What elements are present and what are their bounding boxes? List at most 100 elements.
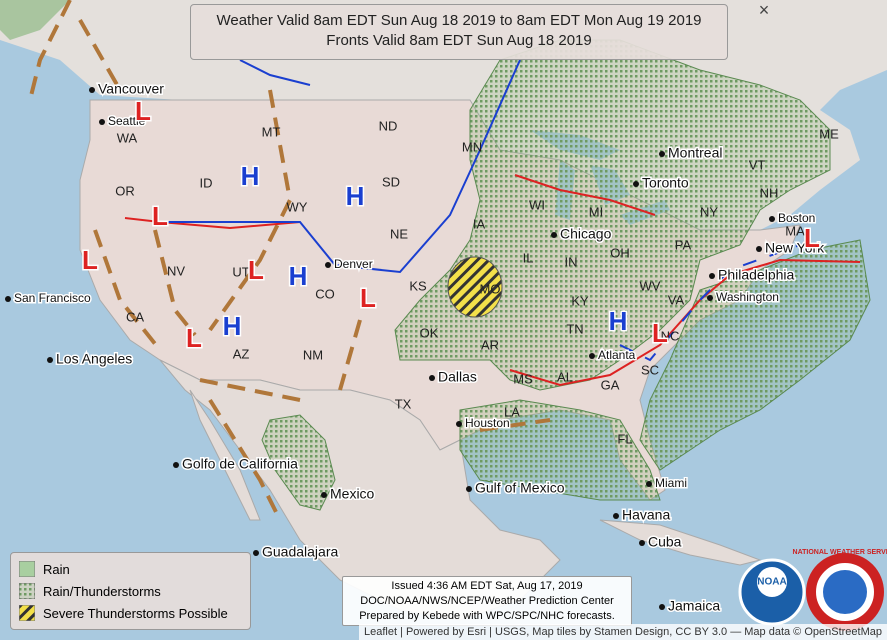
city-dot [659, 151, 665, 157]
place-label: Miami [655, 476, 687, 490]
place-label: New York [765, 240, 825, 256]
city-dot [659, 604, 665, 610]
pressure-center: L [82, 245, 98, 275]
state-label: NM [303, 347, 323, 362]
city-dot [551, 232, 557, 238]
place-label: San Francisco [14, 291, 91, 305]
attribution[interactable]: Leaflet | Powered by Esri | USGS, Map ti… [358, 624, 887, 640]
state-label: ID [200, 175, 213, 190]
pressure-center: L [248, 255, 264, 285]
title-line: Fronts Valid 8am EDT Sun Aug 18 2019 [326, 32, 592, 49]
state-label: VT [749, 157, 766, 172]
state-label: MI [589, 204, 603, 219]
place-label: Jamaica [668, 598, 720, 614]
state-label: VA [668, 292, 685, 307]
city-dot [466, 486, 472, 492]
state-label: NC [661, 328, 680, 343]
city-dot [633, 181, 639, 187]
pressure-center: H [289, 261, 308, 291]
place-label: Philadelphia [718, 267, 794, 283]
city-dot [707, 295, 713, 301]
thunderstorm-area [261, 414, 336, 511]
state-label: TX [395, 396, 412, 411]
state-label: LA [504, 404, 520, 419]
place-label: Toronto [642, 175, 689, 191]
issued-line: Prepared by Kebede with WPC/SPC/NHC fore… [359, 610, 615, 622]
issued-line: DOC/NOAA/NWS/NCEP/Weather Prediction Cen… [360, 595, 614, 607]
title-box: Weather Valid 8am EDT Sun Aug 18 2019 to… [190, 4, 728, 60]
noaa-logo-text: NOAA [757, 577, 786, 588]
close-button[interactable]: × [758, 0, 770, 20]
stationary-front-cold [619, 244, 801, 362]
state-label: AR [481, 337, 499, 352]
pressure-center: H [346, 181, 365, 211]
state-label: PA [675, 237, 692, 252]
city-dot [756, 246, 762, 252]
place-label: Atlanta [598, 348, 636, 362]
place-label: Washington [716, 290, 779, 304]
trough [28, 0, 72, 101]
pressure-center: L [804, 223, 820, 253]
state-label: ND [379, 118, 398, 133]
state-label: WY [287, 199, 308, 214]
city-dot [613, 513, 619, 519]
legend-item: Severe Thunderstorms Possible [19, 602, 242, 624]
city-dot [99, 119, 105, 125]
trough [78, 19, 122, 91]
state-label: GA [601, 377, 620, 392]
city-dot [253, 550, 259, 556]
cuba [599, 519, 762, 566]
legend-label: Severe Thunderstorms Possible [43, 605, 228, 621]
trough [208, 398, 282, 521]
state-label: CA [126, 309, 144, 324]
thunderstorm-area [639, 239, 871, 471]
trough [208, 89, 293, 332]
state-label: KY [571, 293, 589, 308]
pressure-center: L [652, 318, 668, 348]
legend-item: Rain/Thunderstorms [19, 580, 242, 602]
city-dot [429, 375, 435, 381]
place-label: Denver [334, 257, 373, 271]
state-label: WI [529, 197, 545, 212]
place-label: Guadalajara [262, 544, 338, 560]
issued-line: Issued 4:36 AM EDT Sat, Aug 17, 2019 [391, 580, 583, 592]
state-label: SD [382, 174, 400, 189]
city-dot [47, 357, 53, 363]
state-label: NV [167, 263, 185, 278]
trough [479, 418, 551, 432]
state-label: OH [610, 245, 630, 260]
issued-box: Issued 4:36 AM EDT Sat, Aug 17, 2019 DOC/… [342, 576, 632, 626]
baja [189, 389, 261, 521]
place-label: Seattle [108, 114, 146, 128]
city-dot [646, 481, 652, 487]
legend-item: Rain [19, 558, 242, 580]
state-label: SC [641, 362, 659, 377]
state-label: ME [819, 126, 839, 141]
state-label: IN [565, 254, 578, 269]
cold-front [239, 59, 311, 86]
state-label: UT [232, 264, 249, 279]
pressure-center: H [241, 161, 260, 191]
state-label: KS [409, 278, 427, 293]
place-label: Havana [622, 507, 670, 523]
place-label: Houston [465, 416, 510, 430]
pressure-center: H [223, 311, 242, 341]
place-label: Chicago [560, 226, 612, 242]
legend-swatch [19, 561, 35, 577]
state-label: TN [566, 321, 583, 336]
state-label: MS [513, 371, 533, 386]
trough [338, 319, 362, 391]
pressure-center: H [609, 306, 628, 336]
legend: Rain Rain/Thunderstorms Severe Thunderstor… [10, 552, 251, 630]
state-label: FL [617, 431, 632, 446]
rain-area [0, 0, 70, 40]
city-dot [5, 296, 11, 302]
city-dot [456, 421, 462, 427]
pressure-center: L [152, 201, 168, 231]
legend-label: Rain [43, 561, 70, 577]
swatch [19, 605, 35, 621]
place-label: Dallas [438, 369, 477, 385]
legend-swatch [19, 583, 35, 599]
